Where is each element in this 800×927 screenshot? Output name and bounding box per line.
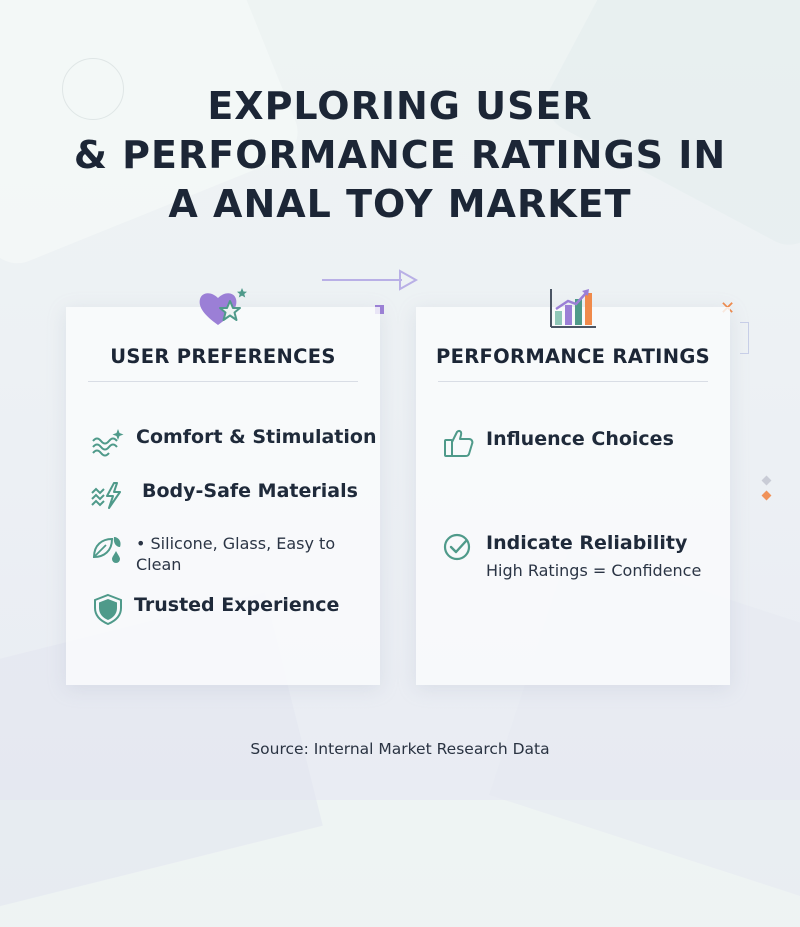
list-item: Influence Choices	[442, 427, 674, 459]
list-item: Indicate Reliability High Ratings = Conf…	[442, 531, 701, 581]
thumbs-up-icon	[444, 430, 474, 457]
shield-icon	[94, 593, 122, 625]
check-circle-icon	[443, 533, 471, 561]
list-item: Comfort & Stimulation	[90, 425, 376, 457]
item-label: Body-Safe Materials	[142, 480, 358, 502]
item-label: Influence Choices	[486, 428, 674, 450]
decorative-diamond	[761, 475, 772, 486]
heart-star-icon	[199, 288, 247, 325]
performance-ratings-card: PERFORMANCE RATINGS Influence Choices In…	[416, 289, 730, 685]
user-preferences-card: USER PREFERENCES Comfort & Stimulation B…	[66, 288, 380, 685]
title-line-2: & PERFORMANCE RATINGS IN	[73, 133, 727, 177]
item-label: Comfort & Stimulation	[136, 426, 377, 448]
bar-chart-up-icon	[550, 289, 596, 328]
source-note: Source: Internal Market Research Data	[250, 740, 550, 758]
title-line-1: EXPLORING USER	[207, 84, 593, 128]
decorative-ring	[62, 58, 124, 120]
card-title: PERFORMANCE RATINGS	[436, 345, 710, 368]
item-label: Trusted Experience	[134, 594, 340, 616]
decorative-diamond	[761, 490, 772, 501]
page-title: EXPLORING USER & PERFORMANCE RATINGS IN …	[0, 82, 800, 229]
item-text: Indicate Reliability High Ratings = Conf…	[486, 532, 701, 581]
list-item: Body-Safe Materials	[90, 479, 358, 511]
divider	[438, 381, 708, 382]
decorative-bracket	[740, 322, 749, 354]
leaf-drop-icon	[92, 537, 121, 563]
list-item: • Silicone, Glass, Easy to Clean	[90, 533, 336, 575]
title-line-3: A ANAL TOY MARKET	[168, 182, 632, 226]
list-item: Trusted Experience	[90, 593, 339, 625]
item-label: Indicate Reliability	[486, 532, 688, 554]
item-label: • Silicone, Glass, Easy to Clean	[136, 534, 336, 574]
arrow-right-icon	[322, 269, 419, 291]
divider	[88, 381, 358, 382]
card-title: USER PREFERENCES	[110, 345, 336, 368]
zigzag-bolt-icon	[91, 482, 121, 509]
item-sub: High Ratings = Confidence	[486, 561, 702, 580]
waves-sparkle-icon	[92, 429, 124, 457]
